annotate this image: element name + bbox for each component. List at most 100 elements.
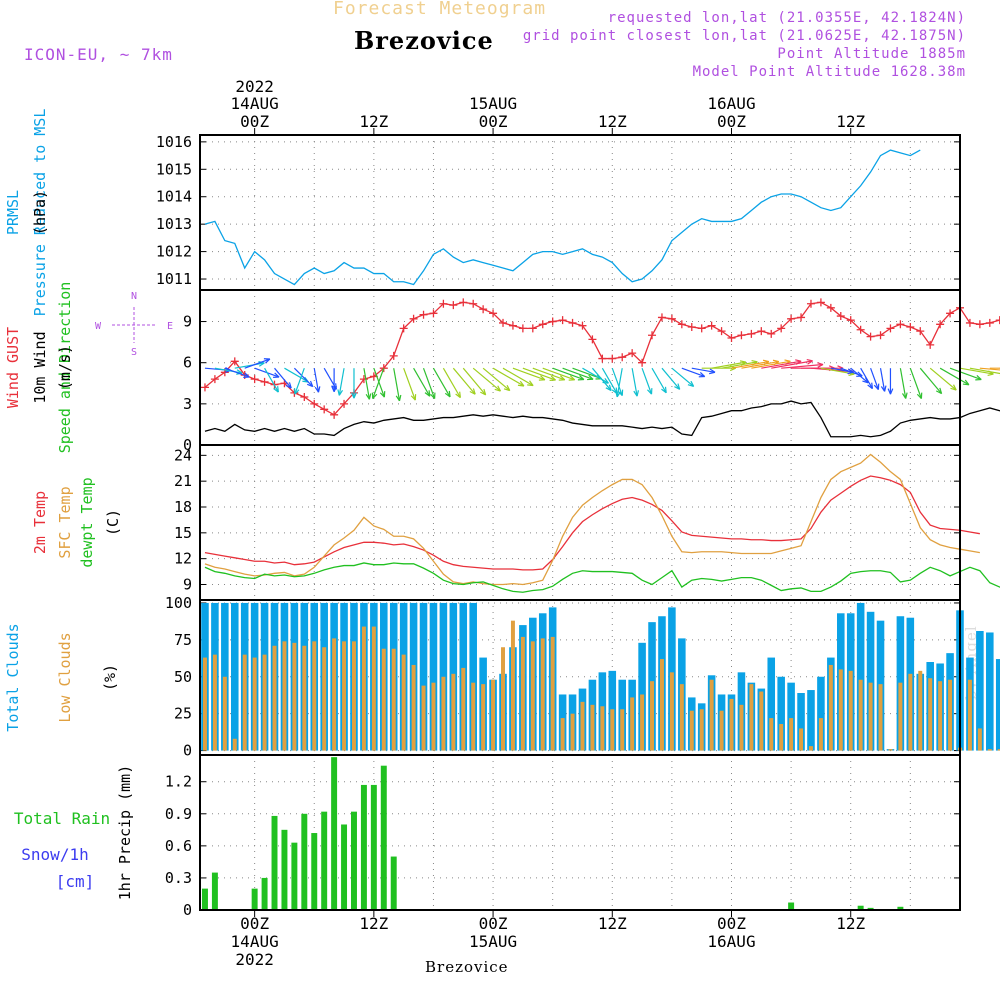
rain-bar [390,856,397,910]
wind-arrow-head [687,380,695,388]
requested-coords: requested lon,lat (21.0355E, 42.1824N) [607,10,966,26]
gust-marker [747,329,756,338]
wind-arrow-head [633,390,640,397]
time-label-date: 16AUG [707,94,755,113]
low-cloud-bar [600,706,605,751]
gust-marker [697,324,706,333]
wind-arrow-head [817,362,824,368]
wind-arrow-head [916,392,923,400]
gust-marker [598,354,607,363]
wind-arrow [959,367,994,375]
rain-bar [321,811,328,910]
rain-bar [351,811,357,910]
wind-arrow-head [935,387,943,395]
wind-arrow-head [602,378,609,384]
wind-arrow [949,367,982,381]
wind-arrow [542,367,575,381]
gust-marker [310,399,319,408]
wind-arrow-head [285,382,292,389]
time-label-hour: 00Z [717,112,746,131]
time-label-hour: 12Z [598,914,627,933]
low-cloud-bar [868,682,873,751]
low-cloud-bar [302,645,307,751]
rain-bar [857,905,864,910]
wind-arrow [601,367,618,394]
gust-marker [866,332,875,341]
wind-arrow-head [263,358,271,364]
gust-marker [846,316,855,325]
wind-arrow [741,360,779,369]
wind-arrow [909,367,922,399]
time-label-hour: 00Z [240,112,269,131]
low-cloud-bar [550,636,555,751]
low-cloud-bar [262,654,267,751]
total-cloud-bar [419,602,428,751]
wind-arrow [641,367,653,395]
gust-marker [618,353,627,362]
wind-arrow-head [950,384,957,391]
wind-arrow [611,367,623,396]
gust-marker [717,327,726,336]
rain-bar [261,877,268,910]
wind-arrow [691,367,716,373]
wind-arrow-head [395,394,402,402]
low-cloud-bar [729,698,734,751]
wind-arrow-head [538,375,546,381]
y-tick-label: 1.2 [165,773,192,791]
low-cloud-bar [202,657,207,751]
y-tick-label: 1013 [156,215,192,233]
wind-arrow-head [873,383,880,391]
wind-arrow [781,363,824,369]
panel-label: SFC Temp [56,486,74,558]
gust-marker [469,299,478,308]
low-cloud-bar [560,718,565,751]
panel-label: dewpt Temp [78,477,96,567]
wind-arrow-head [568,375,576,381]
wind-arrow [482,367,511,392]
panel-label: 10m Wind [31,331,49,403]
wind-arrow [850,367,869,384]
gust-marker [816,298,825,307]
total-cloud-bar [429,602,438,751]
low-cloud-bar [987,749,992,751]
wind-arrow-head [494,385,502,392]
total-cloud-bar [976,631,984,751]
wind-arrow-head [901,392,908,399]
y-tick-label: 0 [183,901,192,919]
wind-arrow [899,368,907,399]
gust-marker [628,349,637,358]
low-cloud-bar [580,701,585,751]
gust-marker [210,375,219,384]
total-cloud-bar [797,693,805,751]
time-label-date: 16AUG [707,932,755,951]
panel-label: PRMSL [4,190,22,235]
low-cloud-bar [421,685,426,751]
y-tick-label: 25 [174,705,192,723]
rain-bar [271,815,278,910]
wind-arrow [616,368,623,398]
low-cloud-bar [948,679,953,751]
footer-station: Brezovice [425,958,509,976]
wind-arrow-head [549,375,556,381]
low-cloud-bar [352,641,356,751]
low-cloud-bar [530,641,535,751]
low-cloud-bar [491,679,496,751]
wind-arrow-head [331,386,338,393]
rain-bar [201,888,208,910]
gust-marker [657,313,666,322]
gust-marker [787,314,796,323]
gust-marker [389,351,398,360]
total-cloud-bar [469,602,477,751]
low-cloud-bar [441,676,446,751]
low-cloud-bar [908,673,913,751]
wind-arrow [512,367,546,381]
low-cloud-bar [501,647,505,751]
wind-arrow-head [337,389,344,396]
low-cloud-bar [888,749,893,751]
gust-marker [588,335,597,344]
time-label-year: 2022 [235,77,274,96]
y-tick-label: 0 [183,436,192,454]
wind-arrow-head [975,375,982,381]
wind-arrow [492,367,525,387]
